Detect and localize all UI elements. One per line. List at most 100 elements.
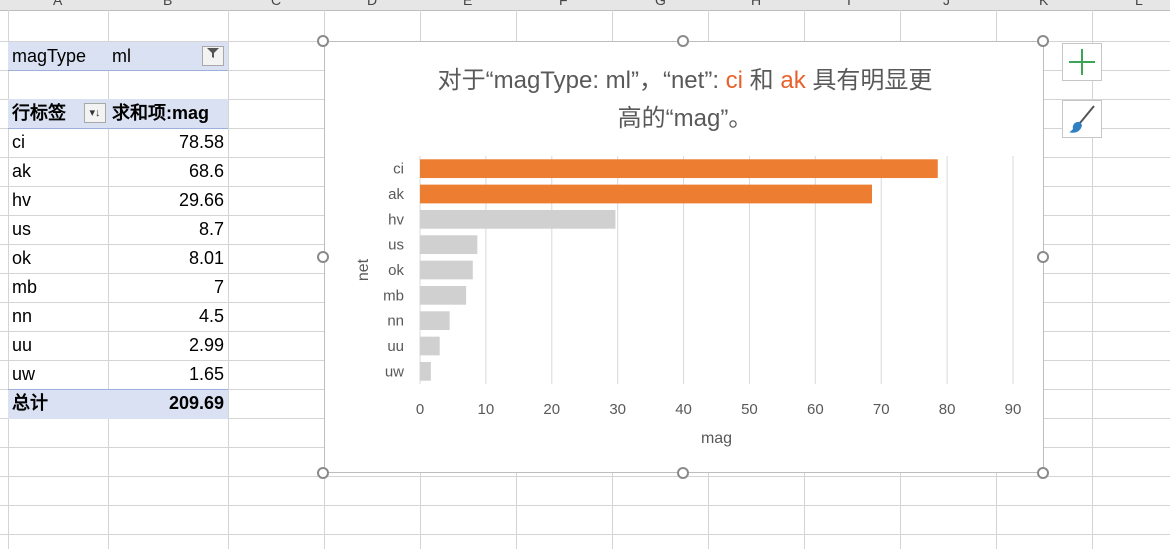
pivot-row-label[interactable]: uw bbox=[12, 364, 36, 384]
row-label-header: 行标签 bbox=[12, 103, 66, 123]
column-header-e[interactable]: E bbox=[463, 0, 473, 8]
pivot-row-value[interactable]: 7 bbox=[213, 277, 224, 297]
column-header-h[interactable]: H bbox=[751, 0, 762, 8]
bar-uu bbox=[420, 336, 440, 356]
row-divider bbox=[0, 534, 1170, 535]
y-tick-label: us bbox=[388, 237, 404, 254]
resize-handle-top-right[interactable] bbox=[1037, 35, 1049, 47]
pivot-row-value[interactable]: 68.6 bbox=[188, 161, 224, 181]
pivot-row-label[interactable]: hv bbox=[12, 190, 32, 210]
value-header: 求和项:mag bbox=[112, 103, 210, 123]
pivot-row-label[interactable]: mb bbox=[12, 277, 38, 297]
chart-area[interactable]: 对于“magType: ml”，“net”: ci 和 ak 具有明显更 高的“… bbox=[324, 41, 1044, 473]
pivot-row-label[interactable]: us bbox=[12, 219, 32, 239]
y-tick-label: ci bbox=[393, 161, 404, 178]
title-text-b: 和 bbox=[743, 67, 781, 94]
column-header-a[interactable]: A bbox=[53, 0, 63, 8]
column-header-l[interactable]: L bbox=[1135, 0, 1143, 8]
y-axis-title: net bbox=[355, 258, 372, 281]
filter-value[interactable]: ml bbox=[112, 46, 131, 66]
x-tick-label: 40 bbox=[675, 401, 692, 418]
x-tick-label: 60 bbox=[807, 401, 824, 418]
total-value: 209.69 bbox=[168, 393, 224, 413]
x-tick-label: 90 bbox=[1005, 401, 1022, 418]
bar-us bbox=[420, 235, 478, 255]
total-label: 总计 bbox=[12, 393, 48, 413]
column-headers: A B C D E F G H I J K L bbox=[0, 0, 1170, 11]
x-tick-label: 10 bbox=[478, 401, 495, 418]
pivot-row-value[interactable]: 78.58 bbox=[178, 132, 224, 152]
filter-icon bbox=[207, 48, 219, 58]
pivot-row-value[interactable]: 4.5 bbox=[198, 306, 224, 326]
y-tick-label: hv bbox=[388, 211, 404, 228]
column-divider bbox=[228, 10, 229, 549]
y-tick-label: ak bbox=[388, 186, 404, 203]
column-header-j[interactable]: J bbox=[943, 0, 950, 8]
bar-hv bbox=[420, 209, 616, 229]
y-tick-label: uu bbox=[387, 338, 404, 355]
sort-dropdown-icon: ▾↓ bbox=[89, 107, 101, 119]
pivot-row-value[interactable]: 29.66 bbox=[178, 190, 224, 210]
chart-title-line1[interactable]: 对于“magType: ml”，“net”: ci 和 ak 具有明显更 bbox=[325, 60, 1045, 95]
column-divider bbox=[8, 10, 9, 549]
filter-field-label: magType bbox=[12, 46, 87, 66]
x-tick-label: 30 bbox=[609, 401, 626, 418]
resize-handle-right[interactable] bbox=[1037, 251, 1049, 263]
y-tick-label: uw bbox=[385, 363, 404, 380]
filter-dropdown-button[interactable] bbox=[202, 46, 224, 66]
chart-styles-button[interactable] bbox=[1062, 100, 1102, 138]
column-divider bbox=[1092, 10, 1093, 549]
pivot-row-label[interactable]: ci bbox=[12, 132, 25, 152]
pivot-row-label[interactable]: ak bbox=[12, 161, 32, 181]
column-header-i[interactable]: I bbox=[847, 0, 851, 8]
pivot-row-label[interactable]: uu bbox=[12, 335, 33, 355]
title-text-a: 对于“magType: ml”，“net”: bbox=[437, 67, 726, 94]
chart-elements-button[interactable] bbox=[1062, 43, 1102, 81]
x-tick-label: 70 bbox=[873, 401, 890, 418]
title-highlight-ci: ci bbox=[725, 67, 743, 94]
bar-nn bbox=[420, 311, 450, 331]
plus-icon bbox=[1069, 49, 1095, 75]
pivot-row-value[interactable]: 2.99 bbox=[188, 335, 224, 355]
resize-handle-bottom-right[interactable] bbox=[1037, 467, 1049, 479]
y-tick-label: ok bbox=[388, 262, 404, 279]
pivot-filter-row bbox=[8, 42, 228, 71]
column-header-d[interactable]: D bbox=[367, 0, 378, 8]
column-header-c[interactable]: C bbox=[271, 0, 282, 8]
x-axis-title: mag bbox=[701, 430, 732, 447]
bar-chart-plot[interactable]: 0 10 20 30 40 50 60 70 80 90 ci ak hv us ok mb nn uu uw mag… bbox=[325, 42, 1043, 472]
brush-icon bbox=[1069, 105, 1095, 133]
column-header-g[interactable]: G bbox=[655, 0, 666, 8]
pivot-total-row bbox=[8, 389, 228, 419]
resize-handle-left[interactable] bbox=[317, 251, 329, 263]
pivot-row-label[interactable]: nn bbox=[12, 306, 33, 326]
x-tick-label: 80 bbox=[939, 401, 956, 418]
column-divider bbox=[108, 10, 109, 549]
x-tick-label: 20 bbox=[543, 401, 560, 418]
pivot-row-value[interactable]: 8.01 bbox=[188, 248, 224, 268]
resize-handle-bottom-left[interactable] bbox=[317, 467, 329, 479]
bar-ak bbox=[420, 184, 872, 204]
x-tick-label: 50 bbox=[741, 401, 758, 418]
pivot-row-label[interactable]: ok bbox=[12, 248, 32, 268]
resize-handle-top[interactable] bbox=[677, 35, 689, 47]
column-header-k[interactable]: K bbox=[1039, 0, 1049, 8]
bar-mb bbox=[420, 285, 467, 305]
row-label-sort-button[interactable]: ▾↓ bbox=[84, 103, 106, 123]
row-divider bbox=[0, 476, 1170, 477]
row-divider bbox=[0, 505, 1170, 506]
resize-handle-bottom[interactable] bbox=[677, 467, 689, 479]
column-header-b[interactable]: B bbox=[163, 0, 173, 8]
y-tick-label: nn bbox=[387, 313, 404, 330]
pivot-row-value[interactable]: 1.65 bbox=[188, 364, 224, 384]
column-header-f[interactable]: F bbox=[559, 0, 568, 8]
pivot-header-row bbox=[8, 99, 228, 129]
bar-ok bbox=[420, 260, 473, 280]
title-text-c: 具有明显更 bbox=[805, 67, 933, 94]
bar-ci bbox=[420, 159, 938, 179]
chart-title-line2[interactable]: 高的“mag”。 bbox=[617, 105, 753, 132]
pivot-row-value[interactable]: 8.7 bbox=[198, 219, 224, 239]
bar-uw bbox=[420, 361, 431, 381]
resize-handle-top-left[interactable] bbox=[317, 35, 329, 47]
